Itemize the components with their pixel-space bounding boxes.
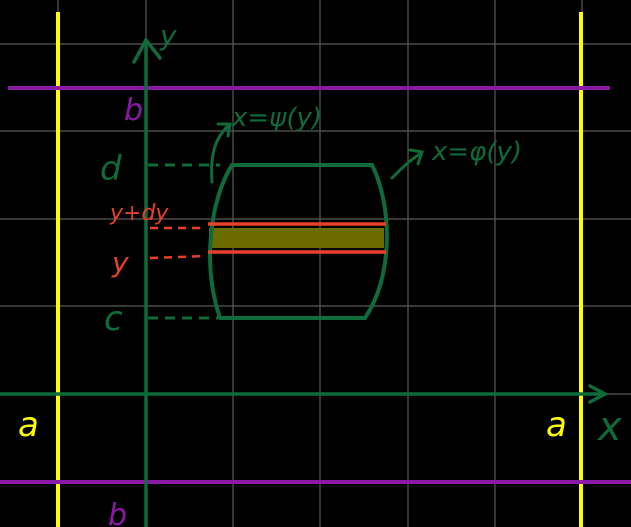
y-axis-label: y [159, 19, 177, 52]
y-axis [132, 36, 162, 527]
a-left-label: a [18, 405, 39, 445]
x-axis-label: x [596, 404, 622, 450]
left-curve [208, 163, 234, 320]
d-label: d [100, 149, 122, 189]
right-curve-pointer [390, 148, 424, 180]
x-axis [0, 384, 609, 404]
y-plus-dy-label: y+dy [109, 201, 169, 226]
region-boundary [208, 163, 389, 320]
left-curve-label: x=ψ(y) [231, 103, 322, 133]
strip-fill [209, 228, 384, 248]
b-top-label: b [124, 93, 143, 128]
c-label: c [104, 299, 123, 339]
right-curve-label: x=φ(y) [431, 137, 522, 167]
left-curve-pointer [210, 122, 232, 184]
y-dash [149, 254, 206, 260]
a-right-label: a [546, 405, 567, 445]
right-curve [363, 163, 389, 320]
b-bottom-label: b [108, 498, 127, 527]
y-label: y [111, 246, 129, 279]
